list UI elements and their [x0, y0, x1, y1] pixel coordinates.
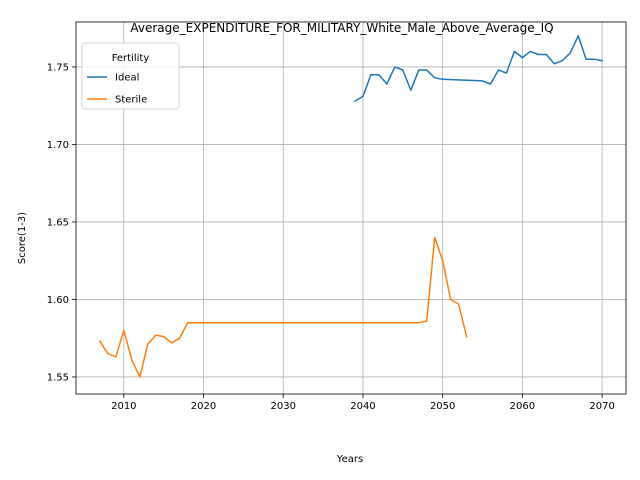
y-tick-label: 1.75 — [47, 62, 69, 73]
x-tick-label: 2030 — [271, 401, 296, 412]
x-tick-label: 2040 — [350, 401, 375, 412]
y-tick-label: 1.55 — [47, 372, 69, 383]
x-tick-label: 2050 — [430, 401, 455, 412]
x-tick-label: 2060 — [510, 401, 535, 412]
legend: Fertility Ideal Sterile — [81, 42, 180, 110]
chart-title: Average_EXPENDITURE_FOR_MILITARY_White_M… — [130, 21, 553, 35]
x-axis-label: Years — [336, 454, 363, 465]
x-axis: 2010 2020 2030 2040 2050 2060 2070 — [111, 394, 615, 412]
y-axis: 1.55 1.60 1.65 1.70 1.75 — [47, 62, 76, 383]
x-tick-label: 2070 — [589, 401, 614, 412]
y-tick-label: 1.65 — [47, 217, 69, 228]
y-tick-label: 1.70 — [47, 140, 69, 151]
series-line-ideal — [353, 35, 603, 103]
legend-label-ideal: Ideal — [115, 73, 139, 84]
series-layer — [98, 35, 603, 378]
y-tick-label: 1.60 — [47, 295, 69, 306]
x-tick-label: 2020 — [191, 401, 216, 412]
plot-frame — [75, 21, 627, 395]
y-axis-label: Score(1-3) — [17, 212, 28, 264]
x-tick-label: 2010 — [111, 401, 136, 412]
legend-title: Fertility — [112, 53, 150, 64]
series-line-sterile — [98, 236, 468, 378]
legend-label-sterile: Sterile — [115, 95, 147, 106]
legend-frame — [81, 42, 180, 110]
